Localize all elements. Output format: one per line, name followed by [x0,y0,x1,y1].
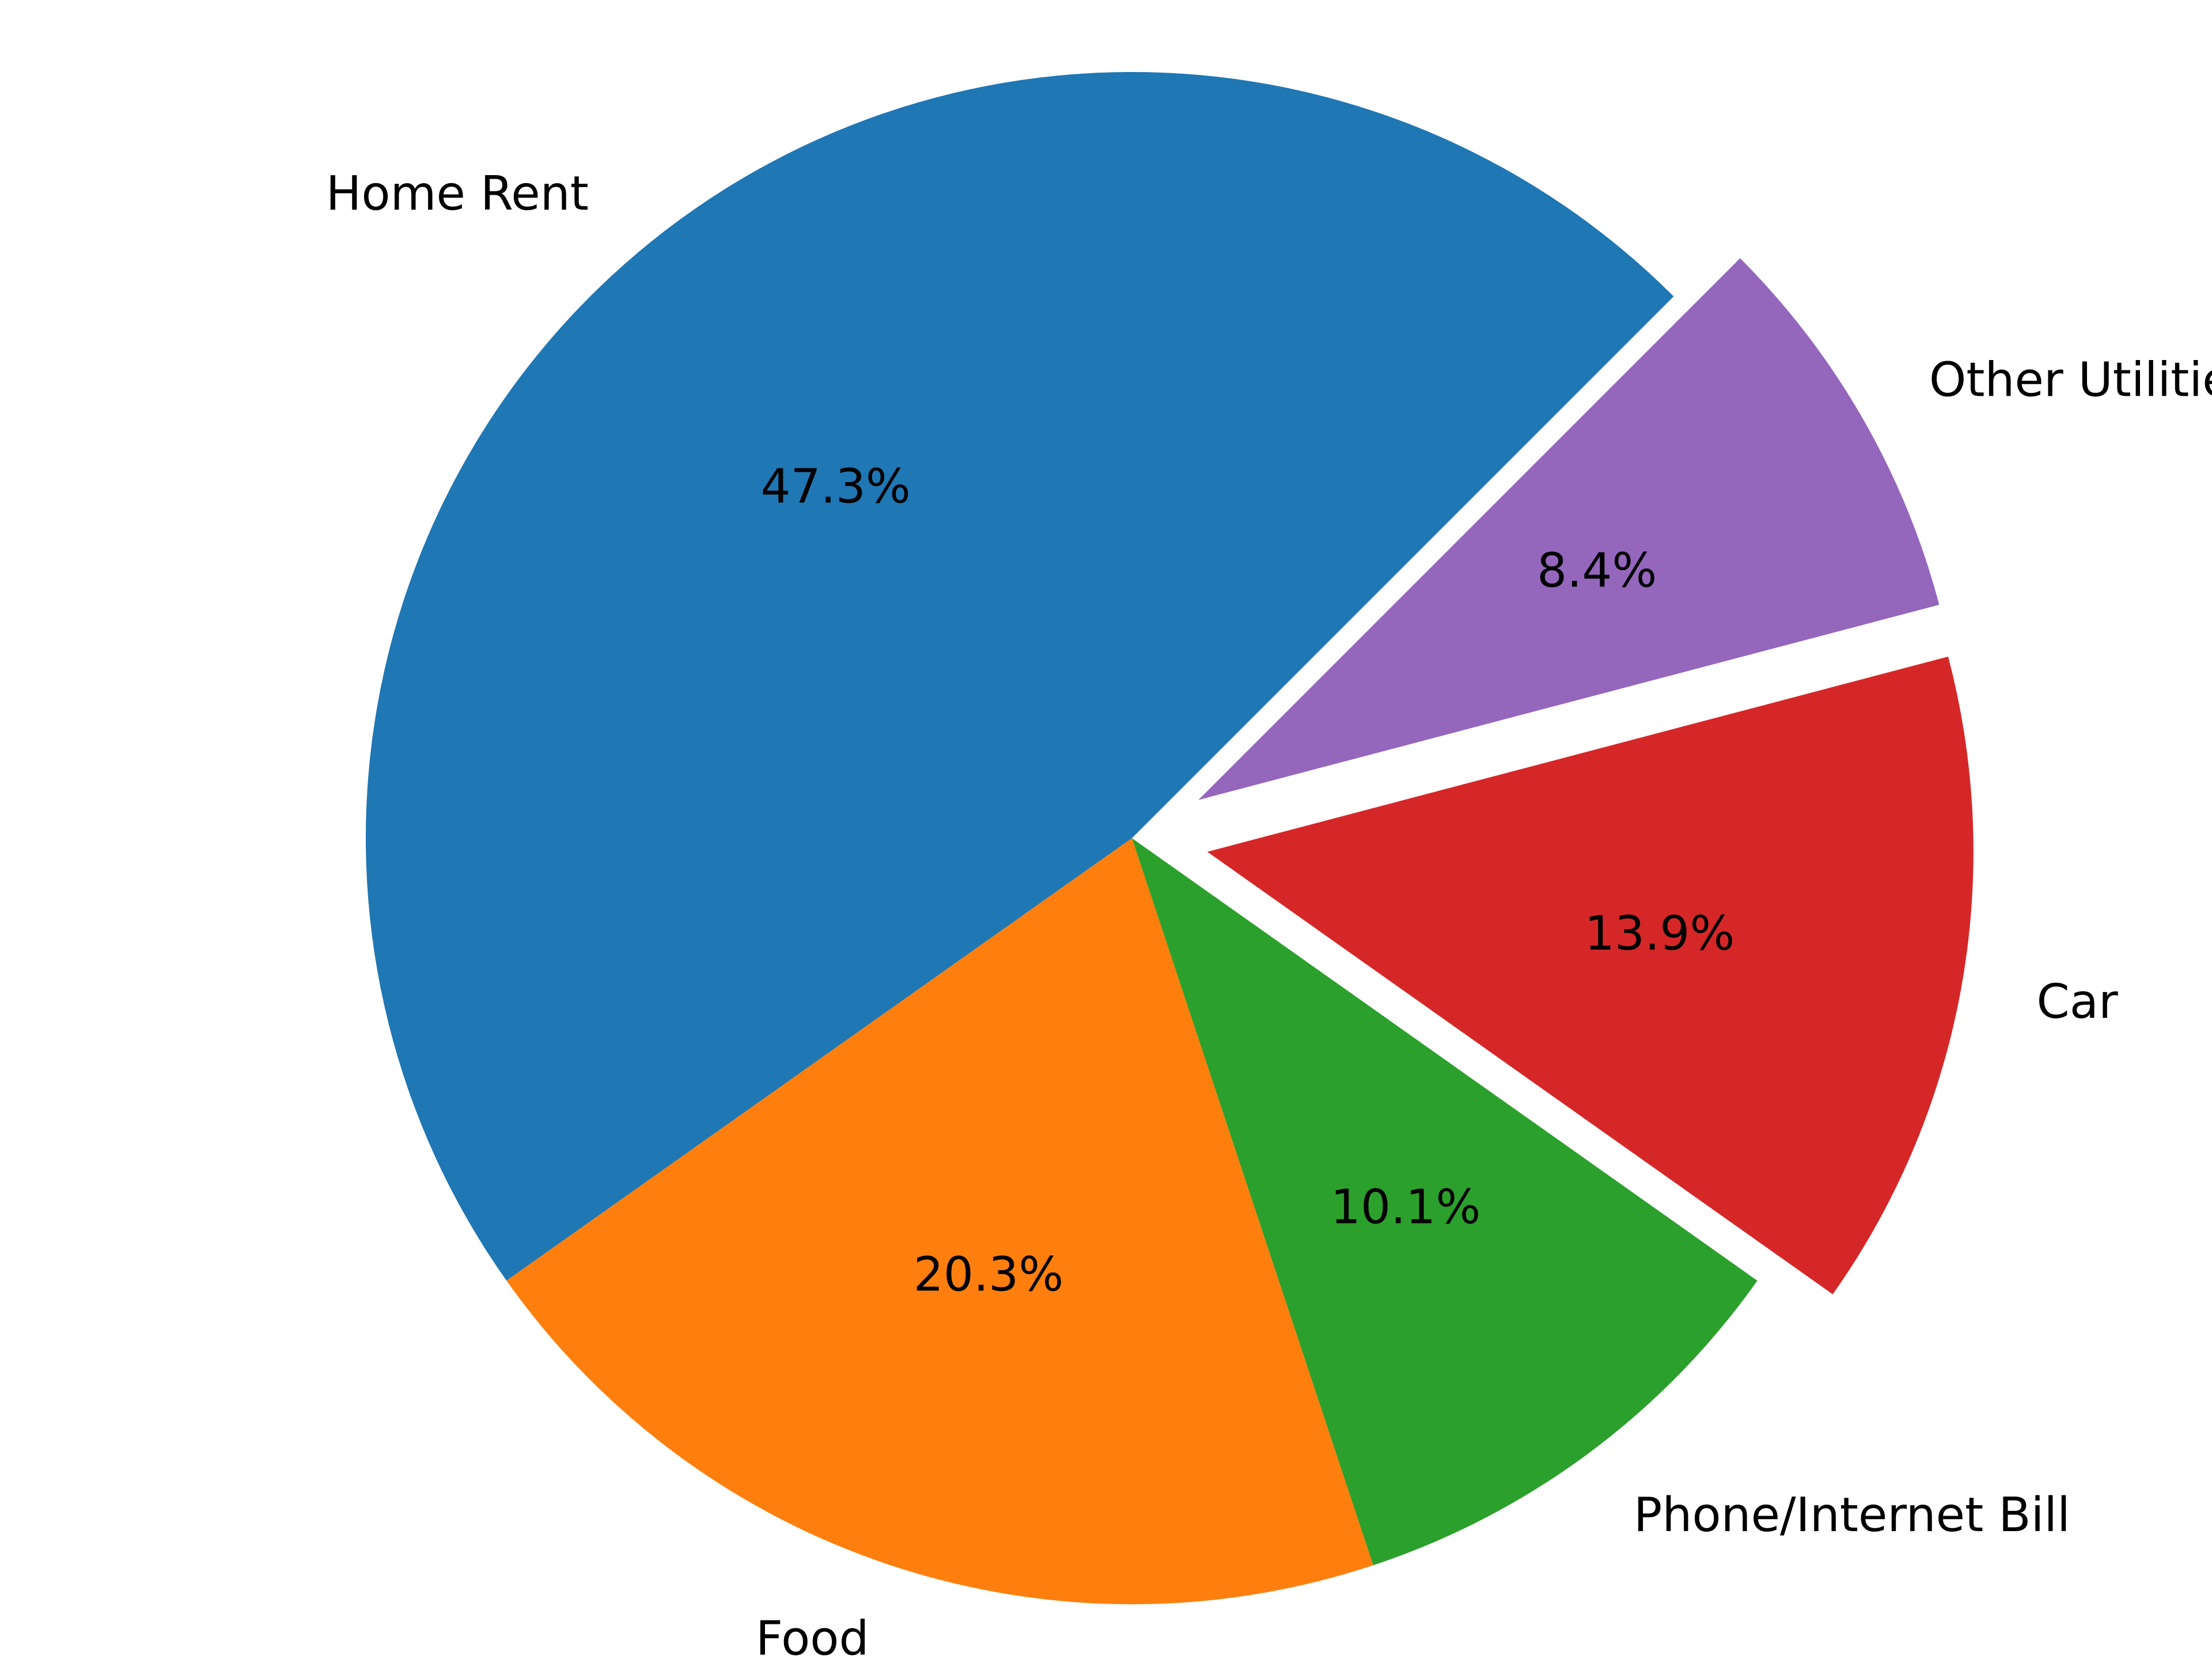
category-label-car: Car [2036,975,2118,1029]
pct-label-food: 20.3% [914,1248,1064,1302]
slice-home-rent [366,72,1674,1281]
pct-label-home-rent: 47.3% [760,459,911,514]
pct-label-car: 13.9% [1585,906,1735,961]
slice-food [506,838,1373,1604]
slice-phone-internet-bill [1132,838,1758,1566]
category-label-home-rent: Home Rent [326,166,589,221]
pie-labels: 47.3% Home Rent 20.3% Food 10.1% Phone/Intern… [326,166,2212,1659]
category-label-other-utilities: Other Utilities [1929,353,2212,407]
slice-other-utilities [1198,258,1940,800]
category-label-phone-internet-bill: Phone/Internet Bill [1634,1488,2070,1543]
category-label-food: Food [756,1611,869,1659]
pie-slices [366,72,1974,1604]
slice-car [1207,656,1974,1294]
pct-label-other-utilities: 8.4% [1537,544,1657,599]
pct-label-phone-internet-bill: 10.1% [1331,1180,1481,1235]
